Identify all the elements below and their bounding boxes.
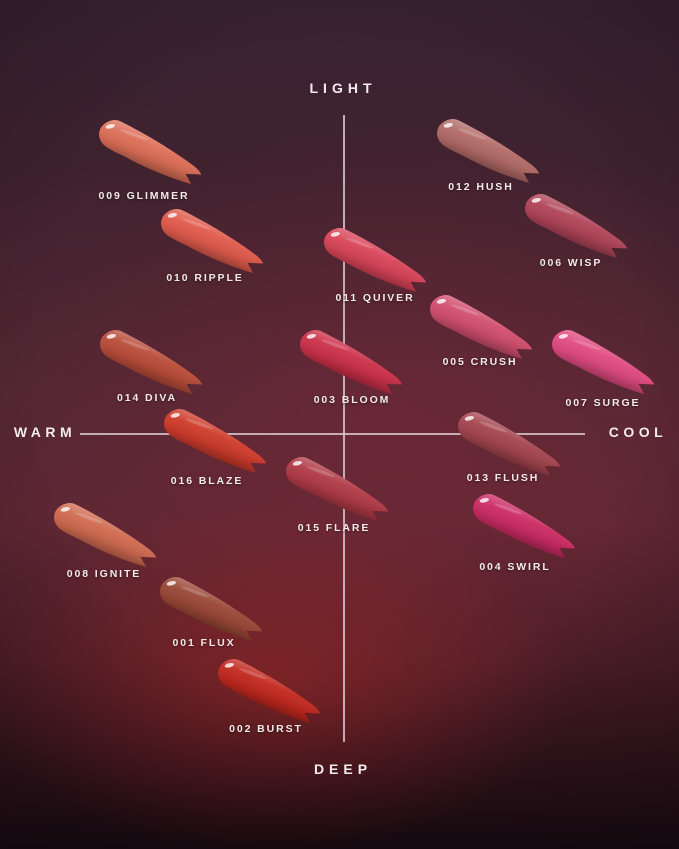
shade-label: 016 BLAZE: [170, 475, 244, 487]
axis-label-light: LIGHT: [309, 80, 377, 96]
shade-label: 004 SWIRL: [479, 561, 551, 573]
lipstick-smear-icon: [424, 289, 540, 363]
axis-line-warm-cool: [80, 433, 585, 435]
lipstick-smear-swatch: [148, 199, 274, 288]
shade-label: 005 CRUSH: [442, 356, 518, 368]
lipstick-smear-swatch: [512, 184, 638, 273]
shade-label: 012 HUSH: [448, 181, 514, 193]
lipstick-smear-icon: [546, 324, 662, 398]
lipstick-smear-swatch: [86, 110, 212, 199]
lipstick-smear-swatch: [445, 402, 571, 491]
shade-label: 010 RIPPLE: [166, 272, 244, 284]
lipstick-smear-icon: [212, 653, 328, 727]
shade-label: 002 BURST: [229, 723, 303, 735]
lipstick-smear-swatch: [460, 484, 586, 573]
lipstick-smear-swatch: [287, 320, 413, 409]
lipstick-smear-swatch: [151, 399, 277, 488]
lipstick-smear-icon: [154, 571, 270, 645]
lipstick-smear-swatch: [41, 493, 167, 582]
lipstick-smear-swatch: [424, 109, 550, 198]
lipstick-smear-icon: [48, 497, 164, 571]
lipstick-smear-swatch: [539, 320, 665, 409]
shade-label: 011 QUIVER: [335, 292, 415, 304]
lipstick-smear-icon: [155, 203, 271, 277]
lipstick-smear-icon: [467, 488, 583, 562]
lipstick-smear-icon: [280, 451, 396, 525]
lipstick-smear-icon: [94, 324, 210, 398]
shade-label: 009 GLIMMER: [98, 190, 190, 202]
lipstick-smear-swatch: [273, 447, 399, 536]
shade-label: 014 DIVA: [117, 392, 177, 404]
shade-label: 015 FLARE: [297, 522, 371, 534]
axis-label-cool: COOL: [608, 424, 668, 440]
shade-label: 008 IGNITE: [66, 568, 142, 580]
lipstick-smear-icon: [318, 222, 434, 296]
lipstick-smear-icon: [431, 113, 547, 187]
lipstick-smear-swatch: [147, 567, 273, 656]
lipstick-smear-icon: [294, 324, 410, 398]
shade-label: 007 SURGE: [565, 397, 641, 409]
lipstick-smear-icon: [158, 403, 274, 477]
lipstick-smear-swatch: [417, 285, 543, 374]
shade-label: 001 FLUX: [172, 637, 236, 649]
axis-label-deep: DEEP: [313, 761, 373, 777]
lipstick-smear-swatch: [87, 320, 213, 409]
axis-label-warm: WARM: [13, 424, 77, 440]
lipstick-smear-swatch: [205, 649, 331, 738]
shade-label: 003 BLOOM: [313, 394, 391, 406]
lipstick-smear-icon: [452, 406, 568, 480]
shade-label: 013 FLUSH: [466, 472, 540, 484]
lipstick-smear-icon: [93, 114, 209, 188]
shade-label: 006 WISP: [539, 257, 603, 269]
axis-line-light-deep: [343, 115, 345, 742]
lipstick-smear-icon: [519, 188, 635, 262]
lipstick-smear-swatch: [311, 218, 437, 307]
